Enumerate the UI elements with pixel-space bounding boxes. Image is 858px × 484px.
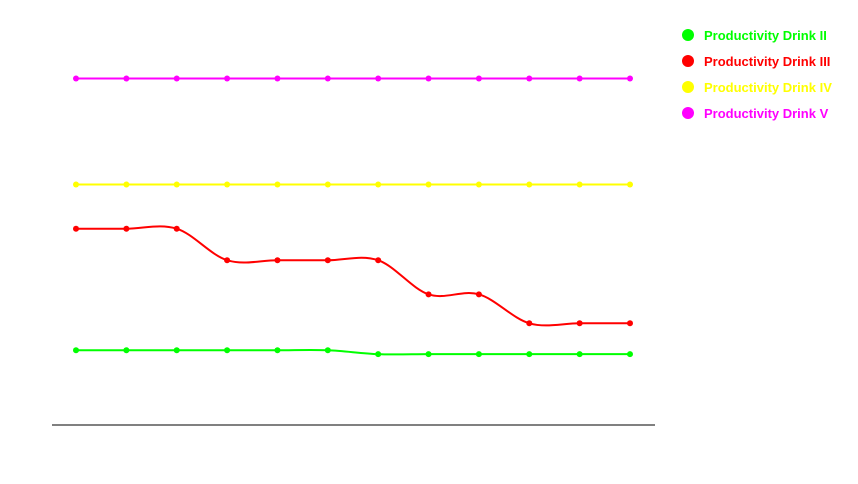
data-point[interactable]	[627, 351, 633, 358]
legend-marker-icon	[682, 55, 694, 67]
data-point[interactable]	[425, 75, 432, 82]
legend-marker-icon	[682, 107, 694, 119]
data-point[interactable]	[123, 347, 130, 354]
data-point[interactable]	[324, 347, 331, 354]
data-point[interactable]	[375, 75, 382, 82]
legend-item-productivity-drink-iv[interactable]: Productivity Drink IV	[682, 74, 832, 100]
data-point[interactable]	[173, 75, 180, 82]
series-1	[73, 347, 633, 358]
legend-label: Productivity Drink IV	[704, 79, 832, 95]
data-point[interactable]	[224, 181, 231, 188]
data-point[interactable]	[123, 181, 130, 188]
data-point[interactable]	[475, 181, 482, 188]
data-point[interactable]	[627, 320, 633, 327]
data-point[interactable]	[274, 181, 281, 188]
data-point[interactable]	[526, 75, 533, 82]
data-point[interactable]	[475, 75, 482, 82]
data-point[interactable]	[425, 351, 432, 358]
series-3	[73, 181, 633, 188]
legend-label: Productivity Drink II	[704, 27, 827, 43]
data-point[interactable]	[526, 351, 533, 358]
data-point[interactable]	[274, 257, 281, 264]
data-point[interactable]	[173, 347, 180, 354]
legend: Productivity Drink II Productivity Drink…	[682, 22, 832, 126]
data-point[interactable]	[627, 181, 633, 188]
data-point[interactable]	[475, 351, 482, 358]
data-point[interactable]	[73, 75, 79, 82]
data-point[interactable]	[73, 225, 79, 232]
data-point[interactable]	[324, 181, 331, 188]
data-point[interactable]	[475, 291, 482, 298]
data-point[interactable]	[627, 75, 633, 82]
data-point[interactable]	[73, 347, 79, 354]
data-point[interactable]	[73, 181, 79, 188]
legend-marker-icon	[682, 81, 694, 93]
data-point[interactable]	[576, 181, 583, 188]
data-point[interactable]	[274, 347, 281, 354]
legend-item-productivity-drink-ii[interactable]: Productivity Drink II	[682, 22, 832, 48]
series-line	[76, 348, 630, 356]
legend-item-productivity-drink-v[interactable]: Productivity Drink V	[682, 100, 832, 126]
data-point[interactable]	[375, 351, 382, 358]
data-point[interactable]	[173, 225, 180, 232]
series-2	[73, 225, 633, 327]
data-point[interactable]	[576, 75, 583, 82]
data-point[interactable]	[526, 181, 533, 188]
data-point[interactable]	[123, 75, 130, 82]
data-point[interactable]	[375, 181, 382, 188]
data-point[interactable]	[425, 181, 432, 188]
data-point[interactable]	[224, 347, 231, 354]
data-point[interactable]	[224, 75, 231, 82]
legend-item-productivity-drink-iii[interactable]: Productivity Drink III	[682, 48, 832, 74]
data-point[interactable]	[425, 291, 432, 298]
series-layer	[73, 75, 633, 358]
data-point[interactable]	[224, 257, 231, 264]
data-point[interactable]	[324, 257, 331, 264]
data-point[interactable]	[173, 181, 180, 188]
legend-marker-icon	[682, 29, 694, 41]
data-point[interactable]	[375, 257, 382, 264]
series-4	[73, 75, 633, 82]
data-point[interactable]	[324, 75, 331, 82]
data-point[interactable]	[274, 75, 281, 82]
data-point[interactable]	[576, 320, 583, 327]
series-line	[76, 225, 630, 327]
data-point[interactable]	[526, 320, 533, 327]
legend-label: Productivity Drink III	[704, 53, 831, 69]
data-point[interactable]	[576, 351, 583, 358]
legend-label: Productivity Drink V	[704, 105, 829, 121]
data-point[interactable]	[123, 225, 130, 232]
